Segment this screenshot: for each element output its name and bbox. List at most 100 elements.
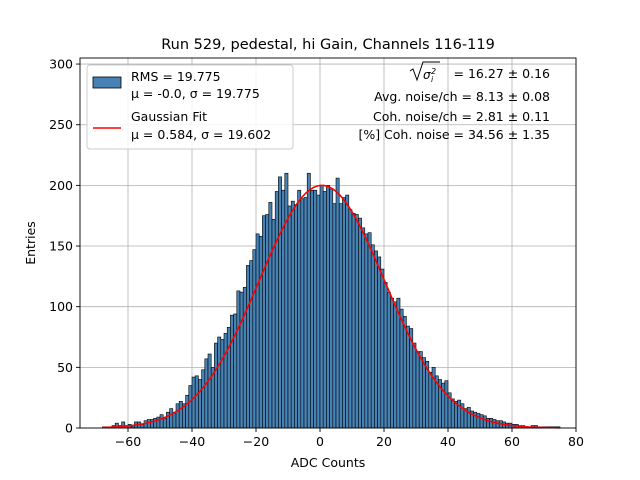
histogram-bar <box>217 336 222 429</box>
y-tick-label: 250 <box>49 117 73 132</box>
x-tick-label: 80 <box>568 434 584 449</box>
histogram-bar <box>319 185 324 429</box>
histogram-bar <box>300 198 305 429</box>
histogram-bar <box>338 203 343 429</box>
histogram-bar <box>422 357 426 429</box>
histogram-bar <box>242 286 247 429</box>
histogram-bar <box>383 282 388 429</box>
histogram-bar <box>482 415 487 429</box>
histogram-bar <box>342 197 346 429</box>
histogram-bar <box>367 232 372 429</box>
annotation-coh-noise: Coh. noise/ch = 2.81 ± 0.11 <box>373 109 550 124</box>
histogram-bar <box>415 351 420 429</box>
histogram-bar <box>297 189 302 429</box>
histogram-bar <box>223 333 228 429</box>
histogram-bar <box>358 217 362 429</box>
histogram-bar <box>489 417 494 429</box>
histogram-bar <box>348 209 353 429</box>
gaussian-fit-curve <box>102 184 561 429</box>
histogram-bar <box>386 291 391 429</box>
svg-text:σ: σ <box>423 68 431 82</box>
x-axis-ticks: −60 −40 −20 0 20 40 60 80 <box>115 428 584 449</box>
histogram-bar <box>146 419 151 429</box>
noise-annotations: σ 2 i = 16.27 ± 0.16 Avg. noise/ch = 8.1… <box>358 61 551 142</box>
legend-fit-line2: μ = 0.584, σ = 19.602 <box>131 127 271 142</box>
x-tick-label: 20 <box>376 434 392 449</box>
histogram-bar <box>201 369 206 429</box>
histogram-bar <box>450 398 455 429</box>
y-axis-label: Entries <box>23 221 38 265</box>
histogram-bar <box>262 215 266 429</box>
x-tick-label: −20 <box>243 434 269 449</box>
histogram-bar <box>303 197 308 429</box>
histogram-bar <box>390 297 394 429</box>
histogram-bar <box>294 204 298 429</box>
histogram-bar <box>396 297 401 429</box>
histogram-bar <box>454 401 458 429</box>
annotation-sqrt-sigma-value: = 16.27 ± 0.16 <box>454 66 551 81</box>
histogram-bar <box>166 411 170 429</box>
histogram-bar <box>412 342 417 429</box>
annotation-coh-noise-percent: [%] Coh. noise = 34.56 ± 1.35 <box>358 127 550 142</box>
histogram-bar <box>476 413 481 429</box>
histogram-bar <box>220 339 225 429</box>
legend: RMS = 19.775 μ = -0.0, σ = 19.775 Gaussi… <box>86 64 294 150</box>
histogram-bar <box>236 290 241 429</box>
legend-histogram-line1: RMS = 19.775 <box>131 69 221 84</box>
x-tick-label: 40 <box>440 434 456 449</box>
histogram-bar <box>335 177 340 429</box>
histogram-bar <box>162 417 167 429</box>
histogram-bar <box>214 342 218 429</box>
legend-histogram-line2: μ = -0.0, σ = 19.775 <box>131 86 260 101</box>
svg-text:2: 2 <box>431 67 436 76</box>
x-tick-label: −40 <box>179 434 205 449</box>
histogram-bar <box>207 353 212 429</box>
histogram-bar <box>332 203 337 429</box>
histogram-bar <box>428 371 433 429</box>
y-tick-label: 150 <box>49 239 73 254</box>
histogram-bar <box>175 403 180 429</box>
y-tick-label: 100 <box>49 299 73 314</box>
histogram-bar <box>230 314 234 429</box>
histogram-bar <box>402 316 407 429</box>
histogram-bar <box>226 327 231 429</box>
histogram-bar <box>364 233 369 429</box>
histogram-bar <box>284 172 289 429</box>
histogram-bar <box>159 414 164 429</box>
histogram-bar <box>188 385 193 429</box>
histogram-bar <box>380 268 385 429</box>
histogram-bar <box>329 188 334 429</box>
histogram-bar <box>393 301 398 429</box>
histogram-bar <box>322 191 327 429</box>
histogram-bar <box>268 202 273 429</box>
histogram-bar <box>399 308 404 429</box>
histogram-bar <box>370 244 375 429</box>
histogram-bar <box>204 358 209 429</box>
histogram-bar <box>466 407 471 429</box>
histogram-bar <box>492 419 497 429</box>
histogram-bar <box>351 212 356 429</box>
histogram-bar <box>194 375 199 429</box>
y-axis-ticks: 0 50 100 150 200 250 300 <box>49 57 80 436</box>
histogram-bar <box>239 291 244 429</box>
x-tick-label: −60 <box>115 434 141 449</box>
histogram-bar <box>178 401 183 429</box>
histogram-bar <box>246 265 250 429</box>
histogram-bar <box>185 394 190 429</box>
histogram-bar <box>255 233 260 429</box>
histogram-bar <box>265 214 270 429</box>
histogram-bar <box>287 205 292 429</box>
histogram-bar <box>418 351 423 429</box>
y-tick-label: 0 <box>65 421 73 436</box>
histogram-bar <box>252 249 257 429</box>
legend-box <box>86 64 294 150</box>
histogram-bar <box>495 420 500 429</box>
histogram-bar <box>290 200 295 429</box>
histogram-bar <box>313 189 318 429</box>
y-tick-label: 200 <box>49 178 73 193</box>
histogram-bar <box>316 194 321 429</box>
sqrt-sigma-symbol: σ 2 i <box>409 61 440 84</box>
y-tick-label: 300 <box>49 57 73 72</box>
histogram-bar <box>306 172 311 429</box>
